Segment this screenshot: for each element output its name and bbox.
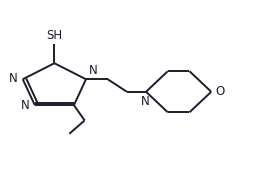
- Text: N: N: [141, 95, 150, 108]
- Text: N: N: [21, 99, 29, 112]
- Text: SH: SH: [46, 29, 62, 42]
- Text: N: N: [8, 72, 17, 85]
- Text: N: N: [88, 64, 97, 77]
- Text: O: O: [215, 85, 224, 98]
